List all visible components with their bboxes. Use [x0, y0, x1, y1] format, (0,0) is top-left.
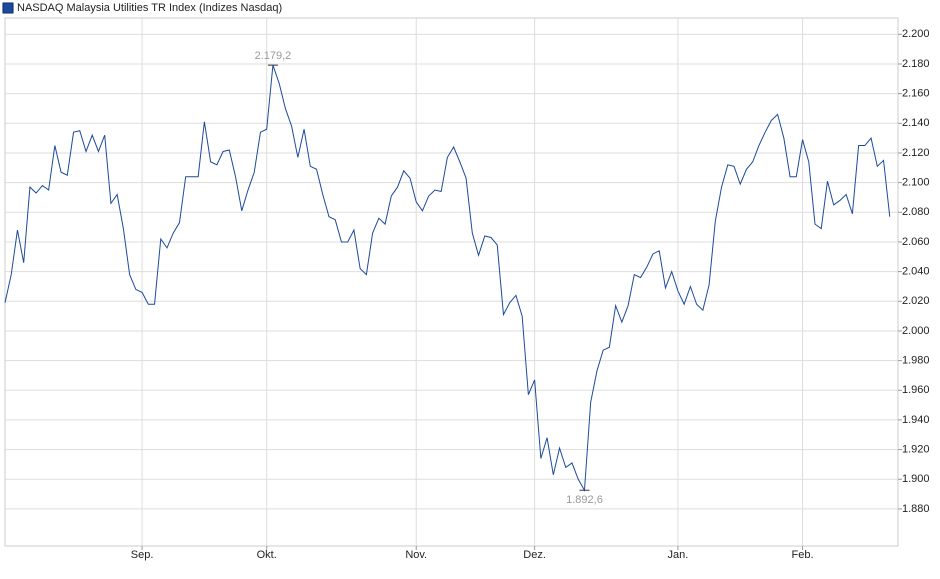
- x-tick-label: Sep.: [131, 549, 154, 561]
- y-tick-label: 1.900: [902, 473, 930, 485]
- x-tick-label: Dez.: [523, 549, 546, 561]
- y-tick-label: 2.080: [902, 206, 930, 218]
- y-tick-label: 2.100: [902, 177, 930, 189]
- y-tick-label: 1.960: [902, 384, 930, 396]
- x-tick-label: Jan.: [668, 549, 689, 561]
- y-tick-label: 1.940: [902, 414, 930, 426]
- price-line: [4, 64, 891, 492]
- extreme-label: 1.892,6: [566, 494, 603, 506]
- y-tick-label: 2.200: [902, 28, 930, 40]
- x-tick-label: Nov.: [405, 549, 427, 561]
- chart-title: NASDAQ Malaysia Utilities TR Index (Indi…: [17, 2, 282, 14]
- extreme-label: 2.179,2: [255, 50, 292, 62]
- y-tick-label: 1.920: [902, 444, 930, 456]
- y-tick-label: 2.120: [902, 147, 930, 159]
- y-tick-label: 2.180: [902, 58, 930, 70]
- y-tick-label: 2.060: [902, 236, 930, 248]
- y-tick-label: 1.980: [902, 355, 930, 367]
- y-tick-label: 2.020: [902, 295, 930, 307]
- x-tick-label: Okt.: [257, 549, 277, 561]
- y-tick-label: 1.880: [902, 503, 930, 515]
- y-tick-label: 2.040: [902, 266, 930, 278]
- x-tick-label: Feb.: [792, 549, 814, 561]
- y-tick-label: 2.140: [902, 117, 930, 129]
- y-tick-label: 2.160: [902, 88, 930, 100]
- y-tick-label: 2.000: [902, 325, 930, 337]
- plot-area: [4, 17, 899, 547]
- legend-swatch: [2, 2, 14, 14]
